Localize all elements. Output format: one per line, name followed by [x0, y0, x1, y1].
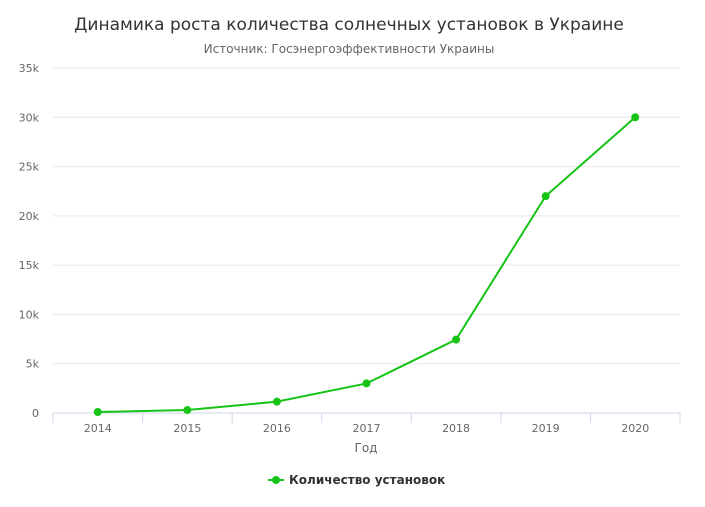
y-tick-label: 5k: [26, 358, 40, 371]
y-tick-label: 10k: [19, 308, 40, 321]
y-tick-label: 30k: [19, 111, 40, 124]
data-point[interactable]: [362, 379, 371, 388]
y-tick-label: 35k: [19, 62, 40, 75]
data-point[interactable]: [631, 113, 640, 122]
legend[interactable]: Количество установок: [268, 473, 445, 487]
data-point[interactable]: [183, 406, 192, 415]
x-tick-label: 2017: [353, 422, 381, 435]
legend-label: Количество установок: [289, 473, 445, 487]
y-axis: 0 5k 10k 15k 20k 25k 30k 35k: [19, 62, 40, 420]
data-point[interactable]: [93, 408, 102, 417]
x-axis: 2014 2015 2016 2017 2018 2019 2020: [52, 412, 681, 435]
grid-lines: [53, 67, 680, 365]
chart-subtitle: Источник: Госэнергоэффективности Украины: [204, 42, 495, 56]
x-tick-label: 2015: [173, 422, 201, 435]
series-group: [93, 113, 640, 417]
x-tick-label: 2014: [84, 422, 112, 435]
data-point[interactable]: [272, 397, 281, 406]
data-point[interactable]: [541, 192, 550, 201]
y-tick-label: 25k: [19, 161, 40, 174]
y-tick-label: 20k: [19, 210, 40, 223]
x-tick-label: 2019: [532, 422, 560, 435]
x-tick-label: 2018: [442, 422, 470, 435]
y-tick-label: 0: [32, 407, 39, 420]
x-axis-title: Год: [355, 441, 378, 455]
legend-marker-icon: [272, 476, 280, 484]
x-tick-label: 2016: [263, 422, 291, 435]
data-point[interactable]: [452, 335, 461, 344]
x-tick-label: 2020: [621, 422, 649, 435]
chart-title: Динамика роста количества солнечных уста…: [74, 15, 624, 35]
y-tick-label: 15k: [19, 259, 40, 272]
